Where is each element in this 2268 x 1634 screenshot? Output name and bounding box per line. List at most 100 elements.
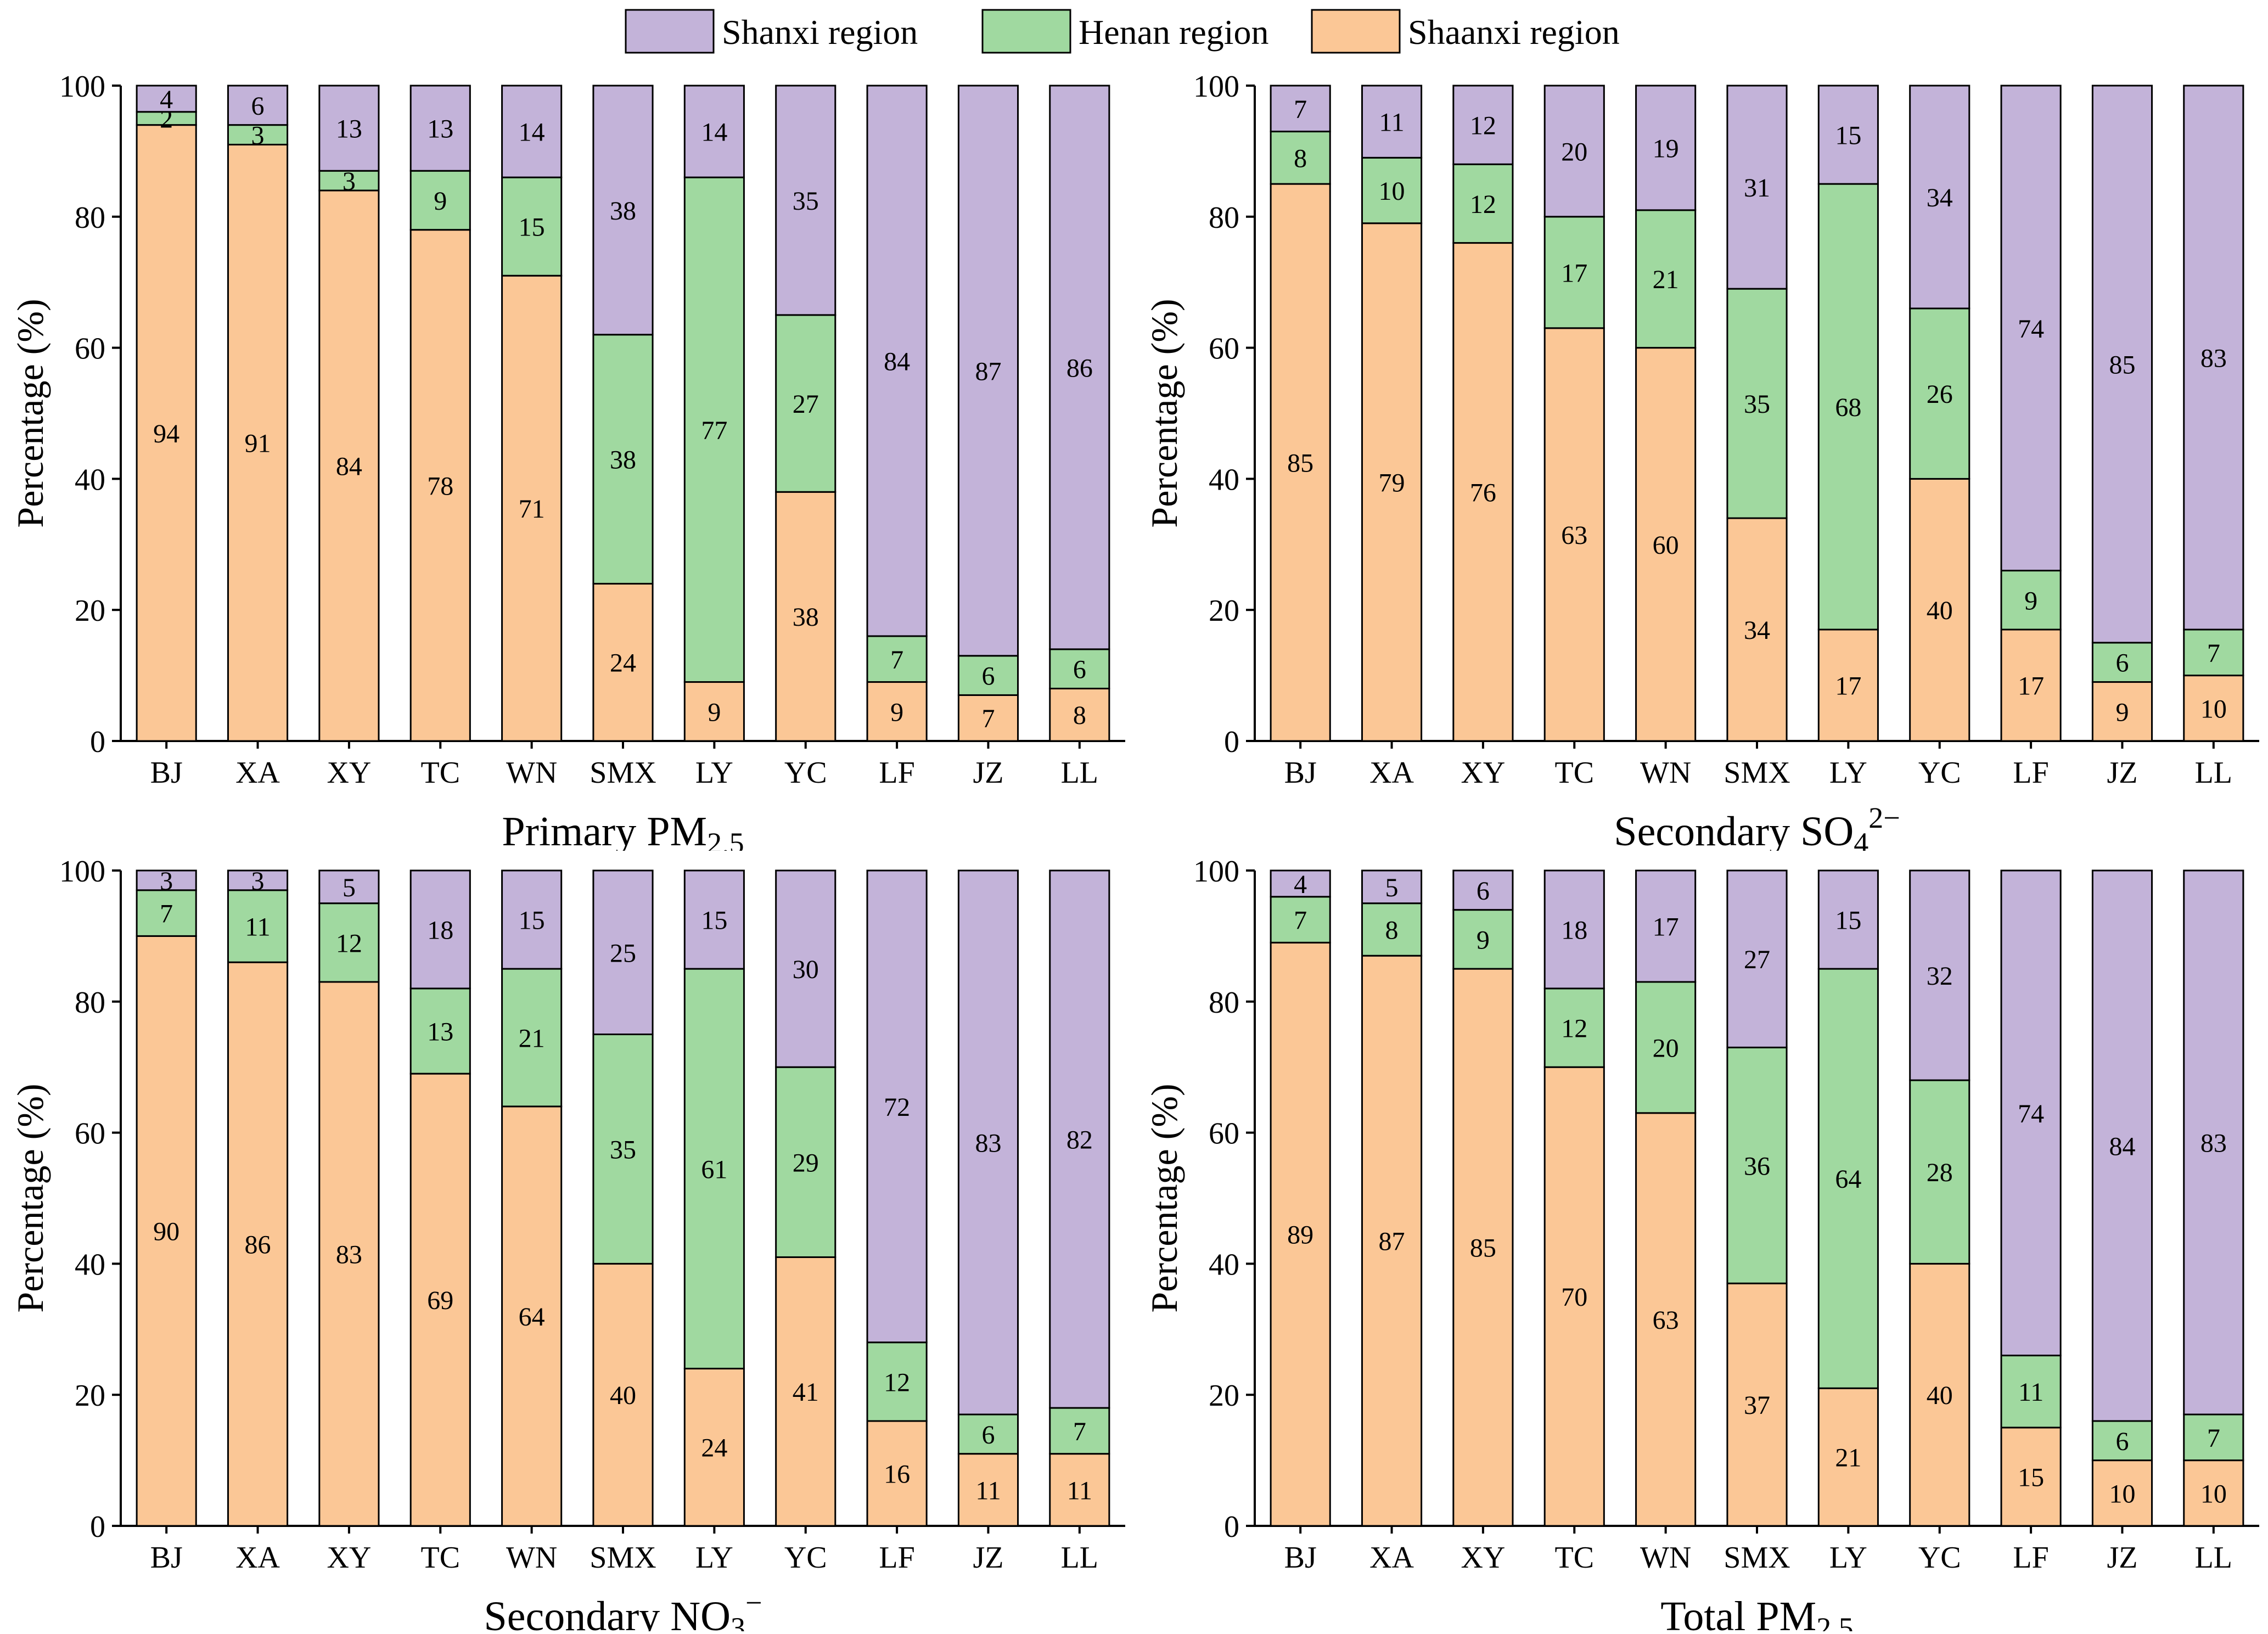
data-label-henan-LY: 64 — [1835, 1165, 1861, 1194]
bar-shaanxi-WN — [1635, 1112, 1697, 1527]
bar-shaanxi-XA — [1361, 954, 1423, 1527]
x-tick-label-BJ: BJ — [150, 756, 183, 790]
bar-henan-JZ — [957, 655, 1019, 696]
bar-shanxi-XY — [1452, 85, 1514, 165]
bar-shanxi-SMX — [1726, 85, 1788, 290]
data-label-henan-LY: 68 — [1835, 393, 1861, 422]
y-tick-label-c0: 80 — [75, 201, 105, 235]
bar-shanxi-JZ — [957, 869, 1019, 1416]
bar-shanxi-BJ — [136, 85, 197, 113]
data-label-henan-XY: 12 — [336, 929, 362, 958]
y-tick-label-c1: 80 — [1209, 201, 1239, 235]
data-label-henan-XA: 11 — [245, 912, 270, 941]
data-label-shanxi-XA: 11 — [1379, 108, 1404, 137]
bar-shanxi-XA — [1361, 869, 1423, 905]
data-label-henan-BJ: 7 — [1294, 906, 1307, 935]
data-label-shaanxi-XA: 86 — [245, 1231, 271, 1260]
data-label-henan-XA: 10 — [1379, 177, 1405, 206]
bar-shanxi-LY — [683, 85, 745, 178]
bar-shanxi-LY — [683, 869, 745, 970]
data-label-shaanxi-LF: 16 — [884, 1459, 910, 1489]
bar-shaanxi-YC — [775, 491, 837, 742]
bar-henan-TC — [1543, 987, 1605, 1068]
data-label-henan-XY: 9 — [1477, 925, 1490, 954]
bar-shaanxi-TC — [409, 1073, 471, 1527]
data-label-shaanxi-LF: 17 — [2018, 672, 2044, 701]
data-label-henan-XA: 8 — [1385, 916, 1399, 945]
bar-shaanxi-TC — [1543, 1066, 1605, 1527]
bar-shanxi-JZ — [2091, 869, 2153, 1422]
bar-shanxi-XA — [227, 869, 289, 891]
chart-secondary-no3: 0 20 40 60 80 100 Percentage (%) 90 7 3 BJ 86 11 3 XA 8… — [0, 851, 1134, 1634]
data-label-shanxi-BJ: 7 — [1294, 95, 1307, 124]
bar-henan-SMX — [592, 1034, 654, 1265]
y-tick-label-c0: 60 — [75, 332, 105, 366]
data-label-henan-YC: 28 — [1927, 1158, 1953, 1187]
x-tick-label-XA: XA — [1369, 1541, 1414, 1575]
data-label-henan-YC: 29 — [793, 1148, 819, 1177]
data-label-shanxi-SMX: 31 — [1744, 173, 1770, 203]
y-tick-label-c1: 40 — [1209, 463, 1239, 497]
data-label-shaanxi-JZ: 11 — [975, 1476, 1001, 1505]
bar-henan-TC — [409, 987, 471, 1075]
data-label-shaanxi-XA: 79 — [1379, 468, 1405, 497]
chart-title-c0: Primary PM2.5 — [502, 808, 744, 851]
x-tick-label-XY: XY — [327, 756, 371, 790]
x-tick-label-WN: WN — [1640, 756, 1691, 790]
data-label-shaanxi-LL: 10 — [2200, 694, 2227, 723]
x-tick-label-TC: TC — [420, 756, 460, 790]
bar-shaanxi-TC — [409, 229, 471, 742]
data-label-shaanxi-SMX: 24 — [610, 649, 636, 678]
x-tick-label-XY: XY — [1461, 756, 1505, 790]
data-label-shanxi-JZ: 84 — [2109, 1132, 2135, 1161]
bar-shaanxi-LL — [2183, 1459, 2244, 1527]
data-label-shanxi-LF: 74 — [2018, 315, 2044, 344]
data-label-shaanxi-BJ: 85 — [1287, 449, 1313, 478]
x-tick-label-SMX: SMX — [590, 756, 656, 790]
data-label-shaanxi-YC: 40 — [1927, 596, 1953, 625]
legend-swatch-shanxi — [625, 9, 715, 54]
data-label-shaanxi-LY: 9 — [708, 698, 721, 727]
bar-shanxi-LL — [2183, 85, 2244, 631]
data-label-shaanxi-XY: 85 — [1470, 1234, 1496, 1263]
legend-label-shanxi: Shanxi region — [722, 13, 918, 52]
y-tick-label-c1: 100 — [1193, 70, 1239, 104]
bar-henan-LL — [1049, 648, 1110, 689]
x-tick-label-LY: LY — [1829, 756, 1867, 790]
x-tick-label-BJ: BJ — [150, 1541, 183, 1575]
data-label-henan-XY: 12 — [1470, 190, 1496, 219]
data-label-shanxi-BJ: 4 — [160, 85, 173, 114]
bar-shanxi-LY — [1817, 85, 1879, 185]
bar-shanxi-TC — [1543, 85, 1605, 218]
data-label-shaanxi-LF: 15 — [2018, 1463, 2044, 1492]
bar-henan-BJ — [1270, 896, 1331, 944]
data-label-shanxi-LY: 15 — [1835, 121, 1861, 150]
bar-henan-LL — [1049, 1407, 1110, 1455]
x-tick-label-LF: LF — [2013, 1541, 2048, 1575]
bar-shaanxi-LY — [683, 681, 745, 742]
y-tick-label-c3: 40 — [1209, 1248, 1239, 1282]
data-label-shanxi-XY: 6 — [1477, 877, 1490, 906]
data-label-shaanxi-TC: 70 — [1561, 1283, 1587, 1312]
bar-shaanxi-BJ — [1270, 183, 1331, 742]
data-label-shaanxi-SMX: 37 — [1744, 1391, 1770, 1420]
x-tick-label-SMX: SMX — [1724, 756, 1790, 790]
y-tick-label-c2: 40 — [75, 1248, 105, 1282]
bar-henan-LY — [683, 968, 745, 1369]
data-label-shaanxi-TC: 63 — [1561, 521, 1587, 550]
x-tick-label-YC: YC — [784, 1541, 827, 1575]
bar-shanxi-YC — [1909, 869, 1971, 1081]
bar-shaanxi-SMX — [1726, 517, 1788, 742]
data-label-shaanxi-YC: 40 — [1927, 1381, 1953, 1410]
x-tick-label-JZ: JZ — [2107, 756, 2137, 790]
data-label-henan-TC: 17 — [1561, 259, 1587, 288]
data-label-henan-XA: 3 — [251, 121, 265, 150]
data-label-shanxi-WN: 19 — [1653, 134, 1679, 163]
data-label-shanxi-LY: 14 — [701, 118, 727, 147]
y-tick-label-c2: 0 — [90, 1510, 105, 1544]
x-tick-label-YC: YC — [784, 756, 827, 790]
data-label-shaanxi-LY: 24 — [701, 1434, 727, 1463]
data-label-shaanxi-XY: 76 — [1470, 478, 1496, 507]
legend-swatch-henan — [981, 9, 1071, 54]
